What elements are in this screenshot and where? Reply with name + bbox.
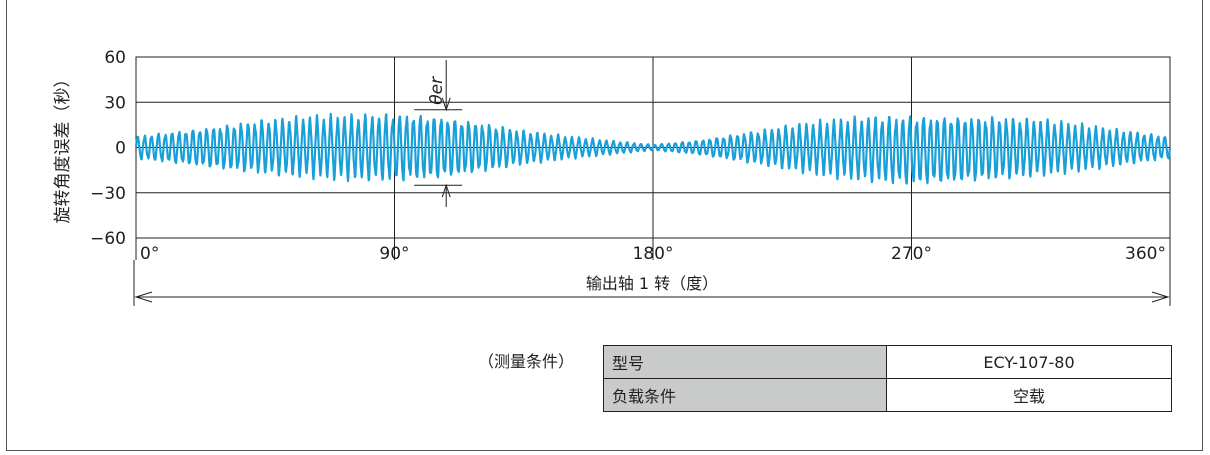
x-tick-label: 180° [633,244,674,264]
table-row: 型号 ECY-107-80 [603,345,1172,379]
rotation-error-chart: θer 60 30 0 −30 −60 0° 90° 180° 270° 360° 旋转角度误差… [53,48,1172,306]
y-tick-label: 60 [104,48,126,68]
conditions-label: （测量条件） [478,352,575,371]
load-value: 空载 [886,378,1172,412]
model-value: ECY-107-80 [886,345,1172,379]
table-row: 负载条件 空载 [603,378,1172,412]
x-tick-label: 360° [1125,244,1166,264]
error-series-line [134,112,1172,185]
theta-er-label: θer [427,76,447,105]
y-axis-label: 旋转角度误差（秒） [53,71,73,224]
x-tick-label: 270° [891,244,932,264]
x-tick-label: 90° [379,244,409,264]
theta-er-annotation: θer [414,60,463,207]
span-left-arrow [134,291,153,303]
x-axis-ticks: 0° 90° 180° 270° 360° [135,238,1171,264]
y-axis-ticks: 60 30 0 −30 −60 [90,48,126,249]
conditions-table: 型号 ECY-107-80 负载条件 空载 [603,345,1172,412]
load-key: 负载条件 [603,378,887,412]
model-key: 型号 [603,345,887,379]
annot-bottom-arrow [441,183,451,198]
span-right-arrow [1151,291,1170,303]
y-tick-label: −30 [90,184,126,204]
x-tick-label: 0° [140,244,159,264]
y-tick-label: 30 [104,93,126,113]
error-wave [134,112,1172,185]
annot-top-arrow [441,97,451,112]
y-tick-label: 0 [115,139,126,159]
y-tick-label: −60 [90,229,126,249]
x-axis-label: 输出轴 1 转（度） [586,274,718,293]
figure-frame [6,0,1203,451]
x-axis-span [133,260,1171,306]
